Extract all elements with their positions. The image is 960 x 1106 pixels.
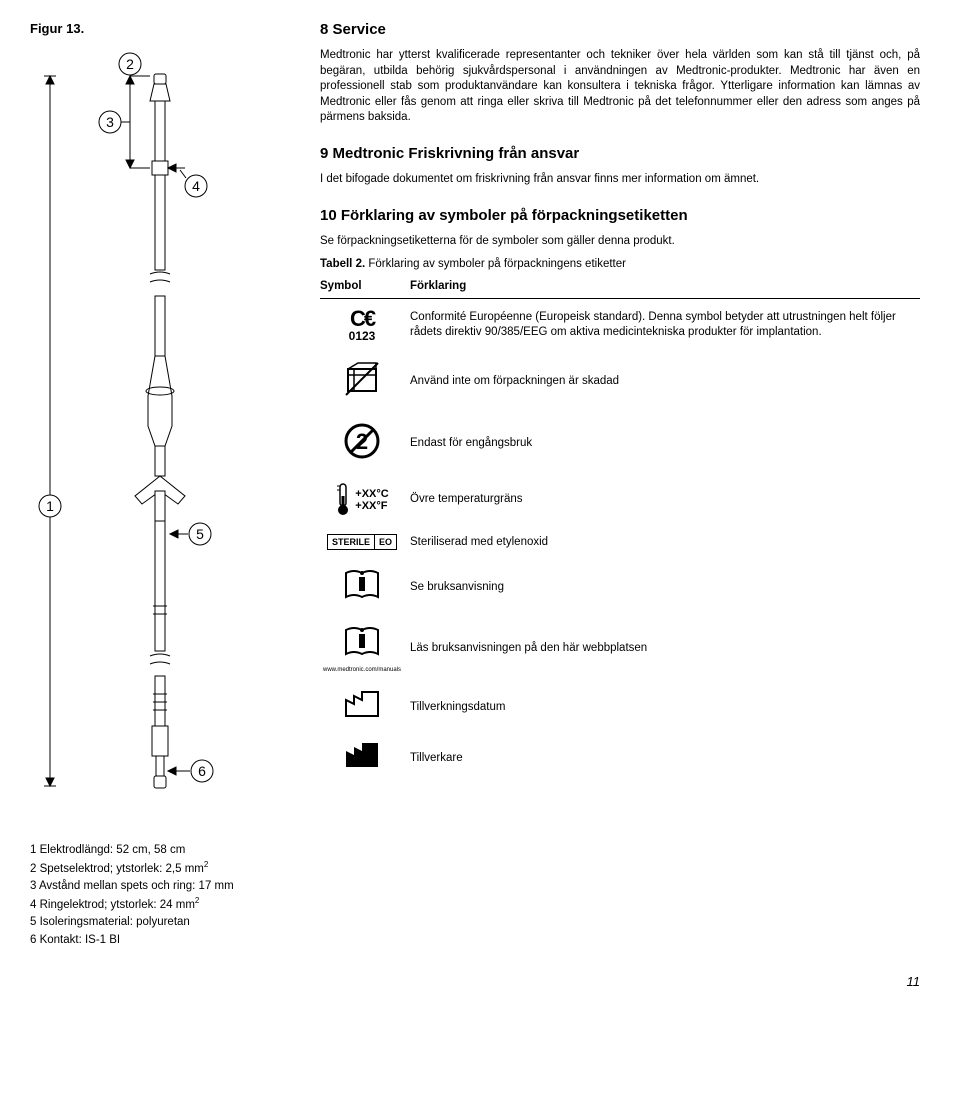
table-row: STERILEEO Steriliserad med etylenoxid bbox=[320, 526, 920, 559]
symbol-cell bbox=[320, 733, 410, 785]
explanation-cell: Steriliserad med etylenoxid bbox=[410, 526, 920, 559]
symbols-table: Symbol Förklaring C€0123Conformité Europ… bbox=[320, 277, 920, 785]
mfg-date-icon bbox=[342, 690, 382, 720]
section-8-heading: 8 Service bbox=[320, 20, 920, 40]
table-row: Tillverkare bbox=[320, 733, 920, 785]
explanation-cell: Se bruksanvisning bbox=[410, 559, 920, 617]
sterile-eo-icon: STERILEEO bbox=[327, 534, 397, 550]
manual-icon bbox=[342, 567, 382, 603]
section-10-heading: 10 Förklaring av symboler på förpackning… bbox=[320, 206, 920, 226]
damaged-package-icon bbox=[342, 359, 382, 399]
symbol-cell: www.medtronic.com/manuals bbox=[320, 616, 410, 682]
col-explanation: Förklaring bbox=[410, 277, 920, 299]
symbol-cell bbox=[320, 559, 410, 617]
col-symbol: Symbol bbox=[320, 277, 410, 299]
symbol-cell: 2 bbox=[320, 413, 410, 475]
callout-6: 6 bbox=[198, 763, 206, 779]
page-number: 11 bbox=[30, 973, 920, 991]
callout-2: 2 bbox=[126, 56, 134, 72]
table-row: Se bruksanvisning bbox=[320, 559, 920, 617]
legend-item: 2 Spetselektrod; ytstorlek: 2,5 mm2 bbox=[30, 859, 290, 878]
symbol-cell bbox=[320, 351, 410, 413]
section-9-body: I det bifogade dokumentet om friskrivnin… bbox=[320, 172, 920, 188]
symbol-cell: +XX°C+XX°F bbox=[320, 474, 410, 526]
legend-item: 6 Kontakt: IS-1 BI bbox=[30, 932, 290, 949]
table-row: Använd inte om förpackningen är skadad bbox=[320, 351, 920, 413]
table-row: 2 Endast för engångsbruk bbox=[320, 413, 920, 475]
legend-item: 3 Avstånd mellan spets och ring: 17 mm bbox=[30, 878, 290, 895]
temp-values: +XX°C+XX°F bbox=[355, 488, 388, 512]
legend-item: 4 Ringelektrod; ytstorlek: 24 mm2 bbox=[30, 895, 290, 914]
section-9-heading: 9 Medtronic Friskrivning från ansvar bbox=[320, 144, 920, 164]
legend-item: 5 Isoleringsmaterial: polyuretan bbox=[30, 914, 290, 931]
callout-3: 3 bbox=[106, 114, 114, 130]
table-row: Tillverkningsdatum bbox=[320, 682, 920, 734]
symbol-cell: STERILEEO bbox=[320, 526, 410, 559]
explanation-cell: Conformité Européenne (Europeisk standar… bbox=[410, 299, 920, 351]
symbol-cell: C€0123 bbox=[320, 299, 410, 351]
section-8-body: Medtronic har ytterst kvalificerade repr… bbox=[320, 48, 920, 126]
ce-mark-icon: C€0123 bbox=[320, 307, 404, 343]
single-use-icon: 2 bbox=[342, 421, 382, 461]
figure-label: Figur 13. bbox=[30, 20, 290, 38]
table-row: www.medtronic.com/manualsLäs bruksanvisn… bbox=[320, 616, 920, 682]
explanation-cell: Läs bruksanvisningen på den här webbplat… bbox=[410, 616, 920, 682]
section-10-body: Se förpackningsetiketterna för de symbol… bbox=[320, 234, 920, 250]
callout-4: 4 bbox=[192, 178, 200, 194]
explanation-cell: Tillverkare bbox=[410, 733, 920, 785]
explanation-cell: Övre temperaturgräns bbox=[410, 474, 920, 526]
lead-diagram: 1 2 3 bbox=[30, 46, 290, 826]
explanation-cell: Endast för engångsbruk bbox=[410, 413, 920, 475]
callout-5: 5 bbox=[196, 526, 204, 542]
explanation-cell: Tillverkningsdatum bbox=[410, 682, 920, 734]
explanation-cell: Använd inte om förpackningen är skadad bbox=[410, 351, 920, 413]
legend-item: 1 Elektrodlängd: 52 cm, 58 cm bbox=[30, 842, 290, 859]
table-row: +XX°C+XX°F Övre temperaturgräns bbox=[320, 474, 920, 526]
table-caption: Tabell 2. Förklaring av symboler på förp… bbox=[320, 257, 920, 273]
thermometer-icon bbox=[335, 482, 351, 518]
figure-legend: 1 Elektrodlängd: 52 cm, 58 cm 2 Spetsele… bbox=[30, 842, 290, 949]
symbol-cell bbox=[320, 682, 410, 734]
table-row: C€0123Conformité Européenne (Europeisk s… bbox=[320, 299, 920, 351]
manual-web-icon: www.medtronic.com/manuals bbox=[320, 624, 404, 674]
callout-1: 1 bbox=[46, 498, 54, 514]
manufacturer-icon bbox=[342, 741, 382, 771]
